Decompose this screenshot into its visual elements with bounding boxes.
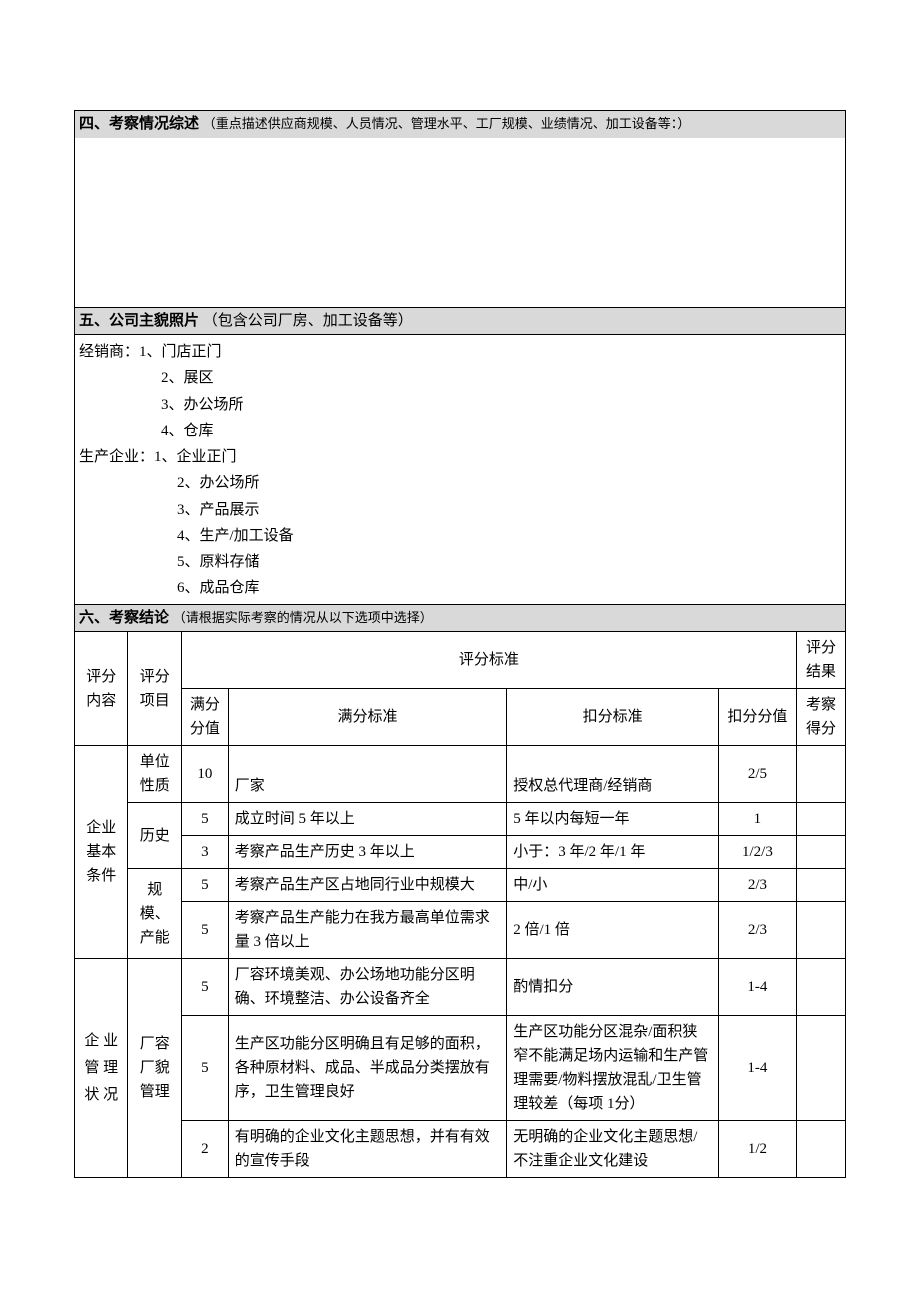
section4-paren: （重点描述供应商规模、人员情况、管理水平、工厂规模、业绩情况、加工设备等：）: [203, 116, 691, 131]
table-row: 5 考察产品生产能力在我方最高单位需求量 3 倍以上 2 倍/1 倍 2/3: [75, 902, 846, 959]
section5-header: 五、公司主貌照片 （包含公司厂房、加工设备等）: [74, 308, 846, 336]
producer-item: 1、企业正门: [154, 449, 237, 465]
producer-line-1: 2、办公场所: [79, 470, 841, 496]
g2r1-mf: 5: [181, 1016, 228, 1121]
th-standard: 评分标准: [181, 632, 796, 689]
g1r3-sc: [796, 869, 845, 902]
page-container: 四、考察情况综述 （重点描述供应商规模、人员情况、管理水平、工厂规模、业绩情况、…: [74, 110, 846, 1178]
table-row: 历史 5 成立时间 5 年以上 5 年以内每短一年 1: [75, 803, 846, 836]
producer-line-5: 6、成品仓库: [79, 575, 841, 601]
th-score: 考察得分: [796, 689, 845, 746]
table-row: 规模、产能 5 考察产品生产区占地同行业中规模大 中/小 2/3: [75, 869, 846, 902]
g1r3-full: 考察产品生产区占地同行业中规模大: [228, 869, 507, 902]
g1r1-dv: 1: [718, 803, 796, 836]
section6-paren: （请根据实际考察的情况从以下选项中选择）: [173, 610, 433, 625]
g1r0-item: 单位性质: [128, 746, 181, 803]
g1r1-full: 成立时间 5 年以上: [228, 803, 507, 836]
th-dedval: 扣分分值: [718, 689, 796, 746]
g1r4-full: 考察产品生产能力在我方最高单位需求量 3 倍以上: [228, 902, 507, 959]
table-header-row-2: 满分分值 满分标准 扣分标准 扣分分值 考察得分: [75, 689, 846, 746]
g2r0-sc: [796, 959, 845, 1016]
g2-item: 厂容厂貌管理: [128, 959, 181, 1178]
g1r2-full: 考察产品生产历史 3 年以上: [228, 836, 507, 869]
section6-header: 六、考察结论 （请根据实际考察的情况从以下选项中选择）: [74, 604, 846, 633]
g2r0-ded: 酌情扣分: [507, 959, 719, 1016]
table-row: 企业基本条件 单位性质 10 厂家 授权总代理商/经销商 2/5: [75, 746, 846, 803]
g1r1-mf: 5: [181, 803, 228, 836]
g1r4-ded: 2 倍/1 倍: [507, 902, 719, 959]
th-deduct: 扣分标准: [507, 689, 719, 746]
g2r2-full: 有明确的企业文化主题思想，并有有效的宣传手段: [228, 1121, 507, 1178]
section4-header: 四、考察情况综述 （重点描述供应商规模、人员情况、管理水平、工厂规模、业绩情况、…: [74, 110, 846, 138]
dealer-line-3: 4、仓库: [79, 418, 841, 444]
section5-paren: （包含公司厂房、加工设备等）: [203, 313, 413, 329]
g2r1-dv: 1-4: [718, 1016, 796, 1121]
th-item: 评分项目: [128, 632, 181, 746]
g1r1-sc: [796, 803, 845, 836]
g2r2-ded: 无明确的企业文化主题思想/不注重企业文化建设: [507, 1121, 719, 1178]
table-header-row-1: 评分内容 评分项目 评分标准 评分结果: [75, 632, 846, 689]
section6-title: 六、考察结论: [79, 610, 169, 626]
g1r3-mf: 5: [181, 869, 228, 902]
dealer-label: 经销商：: [79, 344, 139, 360]
g1r0-ded: 授权总代理商/经销商: [507, 746, 719, 803]
g1r2-sc: [796, 836, 845, 869]
section4-title: 四、考察情况综述: [79, 116, 199, 132]
g2r2-mf: 2: [181, 1121, 228, 1178]
g1r2-dv: 1/2/3: [718, 836, 796, 869]
g1r4-dv: 2/3: [718, 902, 796, 959]
dealer-line-2: 3、办公场所: [79, 392, 841, 418]
section4-body: [74, 138, 846, 308]
g1r0-mf: 10: [181, 746, 228, 803]
table-row: 企 业管 理状 况 厂容厂貌管理 5 厂容环境美观、办公场地功能分区明确、环境整…: [75, 959, 846, 1016]
g1r1-ded: 5 年以内每短一年: [507, 803, 719, 836]
g1r0-full: 厂家: [228, 746, 507, 803]
dealer-item: 1、门店正门: [139, 344, 222, 360]
section5-title: 五、公司主貌照片: [79, 313, 199, 329]
g1r4-mf: 5: [181, 902, 228, 959]
g1r4-sc: [796, 902, 845, 959]
g2r2-sc: [796, 1121, 845, 1178]
g2r0-dv: 1-4: [718, 959, 796, 1016]
section5-body: 经销商：1、门店正门 2、展区 3、办公场所 4、仓库 生产企业：1、企业正门 …: [74, 335, 846, 604]
th-result: 评分结果: [796, 632, 845, 689]
table-row: 2 有明确的企业文化主题思想，并有有效的宣传手段 无明确的企业文化主题思想/不注…: [75, 1121, 846, 1178]
group1-label: 企业基本条件: [75, 746, 128, 959]
th-manfen: 满分分值: [181, 689, 228, 746]
g2r0-mf: 5: [181, 959, 228, 1016]
g2r1-sc: [796, 1016, 845, 1121]
g2r0-full: 厂容环境美观、办公场地功能分区明确、环境整洁、办公设备齐全: [228, 959, 507, 1016]
producer-line-2: 3、产品展示: [79, 497, 841, 523]
producer-label: 生产企业：: [79, 449, 154, 465]
g1r3-dv: 2/3: [718, 869, 796, 902]
g2r1-full: 生产区功能分区明确且有足够的面积，各种原材料、成品、半成品分类摆放有序，卫生管理…: [228, 1016, 507, 1121]
producer-line-0: 生产企业：1、企业正门: [79, 444, 841, 470]
table-row: 3 考察产品生产历史 3 年以上 小于：3 年/2 年/1 年 1/2/3: [75, 836, 846, 869]
g2r2-dv: 1/2: [718, 1121, 796, 1178]
producer-line-4: 5、原料存储: [79, 549, 841, 575]
scoring-table: 评分内容 评分项目 评分标准 评分结果 满分分值 满分标准 扣分标准 扣分分值 …: [74, 632, 846, 1178]
dealer-line-1: 2、展区: [79, 365, 841, 391]
table-row: 5 生产区功能分区明确且有足够的面积，各种原材料、成品、半成品分类摆放有序，卫生…: [75, 1016, 846, 1121]
g1r3-item: 规模、产能: [128, 869, 181, 959]
g1r2-ded: 小于：3 年/2 年/1 年: [507, 836, 719, 869]
producer-line-3: 4、生产/加工设备: [79, 523, 841, 549]
group2-label: 企 业管 理状 况: [75, 959, 128, 1178]
th-content: 评分内容: [75, 632, 128, 746]
g1r0-sc: [796, 746, 845, 803]
dealer-line-0: 经销商：1、门店正门: [79, 339, 841, 365]
g1r3-ded: 中/小: [507, 869, 719, 902]
th-full: 满分标准: [228, 689, 507, 746]
g1r2-mf: 3: [181, 836, 228, 869]
g1r1-item: 历史: [128, 803, 181, 869]
g1r0-dv: 2/5: [718, 746, 796, 803]
g2r1-ded: 生产区功能分区混杂/面积狭窄不能满足场内运输和生产管理需要/物料摆放混乱/卫生管…: [507, 1016, 719, 1121]
